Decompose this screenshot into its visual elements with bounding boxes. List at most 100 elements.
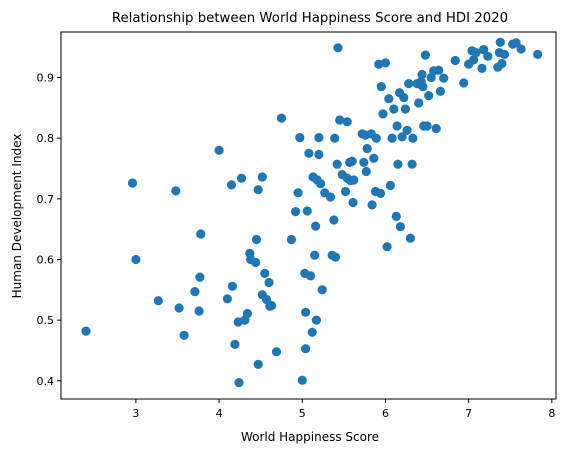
data-point (307, 327, 317, 337)
data-point (400, 104, 410, 114)
data-point (242, 308, 252, 319)
data-point (286, 234, 296, 245)
x-tick-label: 3 (132, 407, 139, 420)
x-tick-label: 8 (548, 407, 555, 420)
x-axis-label: World Happiness Score (241, 430, 379, 444)
data-point (81, 326, 91, 336)
data-point (382, 242, 392, 252)
data-point (196, 229, 206, 239)
data-point (335, 115, 345, 125)
data-point (389, 104, 399, 114)
data-point (399, 92, 409, 103)
data-point (230, 339, 240, 349)
data-point (408, 133, 418, 143)
x-tick-label: 5 (299, 407, 306, 420)
data-point (271, 347, 282, 357)
data-point (214, 145, 224, 155)
data-point (329, 215, 339, 225)
y-tick-label: 0.7 (37, 193, 55, 206)
plot-frame (60, 31, 557, 400)
data-points (81, 37, 543, 388)
data-point (391, 211, 401, 221)
data-point (516, 44, 526, 54)
data-point (375, 188, 386, 198)
data-point (469, 55, 479, 65)
data-point (330, 133, 340, 143)
data-point (171, 186, 181, 196)
data-point (450, 55, 460, 66)
data-point (422, 121, 432, 131)
data-point (369, 153, 379, 163)
data-point (297, 375, 307, 385)
data-point (153, 296, 163, 306)
data-point (385, 180, 395, 191)
data-point (314, 133, 324, 143)
data-point (483, 51, 493, 61)
data-point (253, 185, 263, 195)
data-point (266, 301, 277, 311)
data-point (330, 252, 341, 262)
data-point (431, 123, 441, 134)
data-point (325, 192, 336, 202)
data-point (435, 86, 445, 96)
data-point (340, 186, 351, 197)
data-point (477, 63, 487, 73)
data-point (376, 82, 386, 92)
data-point (222, 294, 232, 304)
data-point (439, 73, 449, 83)
data-point (380, 58, 391, 68)
data-point (420, 50, 430, 60)
data-point (127, 178, 138, 188)
data-point (251, 234, 262, 245)
data-point (479, 45, 489, 55)
data-point (471, 48, 481, 58)
data-point (384, 94, 394, 104)
data-point (424, 91, 434, 101)
data-point (407, 159, 417, 169)
data-point (314, 149, 324, 160)
data-point (301, 344, 311, 354)
data-point (405, 233, 415, 243)
y-axis-label: Human Development Index (10, 134, 24, 299)
data-point (367, 200, 377, 210)
data-point (402, 125, 412, 135)
data-point (417, 69, 427, 80)
data-point (293, 188, 303, 198)
data-point (316, 179, 326, 189)
data-point (311, 221, 321, 231)
data-point (495, 37, 505, 47)
data-point (414, 98, 424, 108)
data-point (348, 197, 358, 208)
data-point (371, 133, 381, 143)
data-point (378, 109, 388, 119)
data-point (253, 359, 263, 369)
data-point (418, 82, 428, 92)
data-point (195, 272, 205, 282)
data-point (260, 268, 270, 278)
data-point (264, 277, 274, 288)
data-point (459, 78, 469, 88)
data-point (317, 285, 327, 295)
x-tick-label: 6 (382, 407, 389, 420)
data-point (361, 166, 371, 177)
data-point (497, 58, 507, 69)
data-point (291, 207, 301, 217)
data-point (347, 156, 357, 166)
data-point (301, 307, 311, 317)
y-tick-label: 0.4 (37, 375, 55, 388)
data-point (392, 121, 402, 131)
data-point (306, 271, 316, 281)
data-point (226, 180, 237, 190)
y-tick-label: 0.6 (37, 253, 55, 266)
data-point (302, 206, 312, 216)
data-point (499, 49, 509, 60)
data-point (251, 257, 261, 268)
y-tick-label: 0.5 (37, 314, 55, 327)
data-point (190, 287, 200, 297)
data-point (362, 143, 372, 154)
data-point (311, 315, 321, 325)
data-point (236, 173, 247, 183)
y-tick-label: 0.8 (37, 132, 55, 145)
